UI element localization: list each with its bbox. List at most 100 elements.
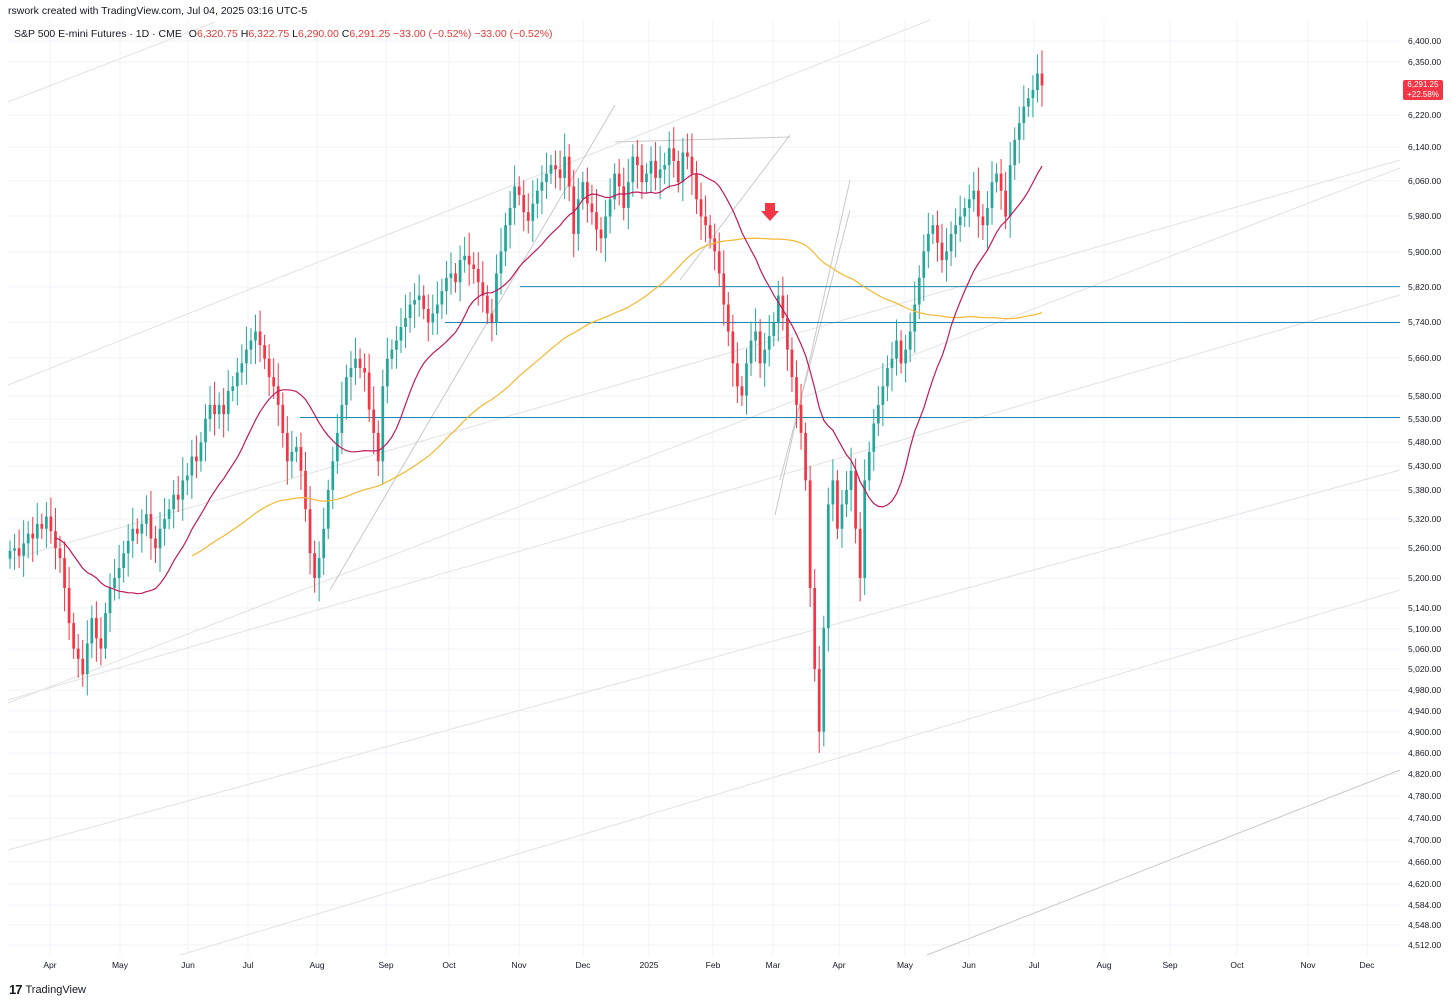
y-tick-label: 5,320.00	[1408, 514, 1441, 524]
candle-body-116	[536, 190, 539, 204]
candle-body-190	[872, 423, 876, 452]
candle-body-60	[281, 404, 285, 433]
candle-body-128	[590, 203, 594, 213]
candle-body-48	[226, 390, 230, 415]
x-tick-label: Nov	[1300, 960, 1316, 970]
candle-body-53	[249, 340, 253, 350]
candle-body-166	[763, 349, 767, 364]
candle-body-177	[813, 587, 817, 670]
candle-body-24	[117, 568, 121, 578]
x-tick-label: Sep	[378, 960, 393, 970]
candle-body-195	[895, 340, 898, 359]
y-tick-label: 5,100.00	[1408, 624, 1441, 634]
candle-body-111	[513, 186, 516, 208]
candle-body-160	[736, 363, 739, 387]
candle-body-82	[381, 386, 385, 462]
candle-body-17	[85, 643, 89, 675]
y-tick-label: 5,260.00	[1408, 543, 1441, 553]
channel-line-3	[7, 469, 1401, 851]
candle-body-198	[908, 331, 912, 350]
candle-body-83	[385, 358, 389, 387]
candle-body-223	[1022, 106, 1026, 124]
candle-body-11	[58, 548, 62, 559]
candle-body-45	[213, 404, 216, 415]
y-tick-label: 5,740.00	[1408, 317, 1441, 327]
candle-body-168	[772, 322, 776, 337]
candle-body-112	[517, 186, 521, 196]
candle-body-222	[1017, 123, 1021, 140]
close-value: 6,291.25	[349, 28, 391, 40]
candle-body-145	[667, 148, 671, 166]
x-tick-label: Dec	[1359, 960, 1375, 970]
channel-line-0	[7, 19, 931, 386]
y-tick-label: 5,020.00	[1408, 664, 1441, 674]
candle-body-20	[99, 638, 103, 649]
y-tick-label: 5,430.00	[1408, 461, 1441, 471]
candle-body-97	[449, 273, 453, 278]
candle-body-209	[958, 216, 962, 226]
candle-body-34	[163, 518, 166, 529]
candle-body-184	[845, 489, 848, 505]
y-tick-label: 4,620.00	[1408, 879, 1441, 889]
candle-body-93	[431, 313, 435, 323]
y-tick-label: 4,900.00	[1408, 727, 1441, 737]
candle-body-78	[363, 367, 366, 373]
candle-body-46	[217, 404, 221, 415]
candle-body-157	[722, 273, 726, 305]
candle-body-13	[67, 587, 71, 624]
open-value: 6,320.75	[196, 28, 238, 40]
x-tick-label: Jun	[962, 960, 976, 970]
candle-body-79	[367, 372, 371, 410]
candle-body-219	[1004, 190, 1007, 217]
channel-line-2	[7, 294, 1401, 701]
x-tick-label: Nov	[511, 960, 527, 970]
candle-body-131	[604, 216, 607, 239]
candle-body-186	[854, 470, 857, 529]
y-tick-label: 5,380.00	[1408, 485, 1441, 495]
y-tick-label: 5,480.00	[1408, 437, 1441, 447]
trendline-2	[679, 134, 791, 281]
candle-body-4	[26, 533, 30, 544]
candle-body-203	[931, 225, 935, 234]
candle-body-85	[395, 340, 398, 350]
y-tick-label: 6,060.00	[1408, 176, 1441, 186]
candle-body-47	[222, 404, 226, 415]
candle-body-96	[445, 277, 448, 292]
candle-body-150	[690, 156, 694, 174]
candle-body-207	[949, 233, 953, 252]
y-tick-label: 4,512.00	[1408, 940, 1441, 950]
y-tick-label: 4,980.00	[1408, 685, 1441, 695]
candle-body-154	[708, 225, 712, 239]
candle-body-115	[531, 203, 535, 221]
y-tick-label: 4,820.00	[1408, 769, 1441, 779]
candle-body-73	[340, 404, 344, 433]
instrument-name[interactable]: S&P 500 E-mini Futures · 1D · CME	[14, 28, 182, 40]
candle-body-193	[886, 367, 889, 387]
candle-body-197	[904, 349, 907, 364]
candle-body-98	[454, 273, 457, 283]
candle-body-164	[754, 331, 757, 341]
candle-body-39	[185, 475, 189, 481]
tradingview-brand[interactable]: 17 TradingView	[9, 982, 86, 997]
candle-body-176	[808, 480, 812, 588]
candle-body-169	[776, 295, 780, 323]
x-tick-label: Sep	[1162, 960, 1177, 970]
candle-body-120	[554, 165, 557, 170]
candle-body-122	[563, 156, 567, 178]
candle-body-182	[836, 480, 839, 529]
candle-body-153	[704, 216, 707, 226]
candle-body-59	[276, 386, 280, 405]
candle-body-129	[595, 212, 598, 230]
x-tick-label: May	[897, 960, 914, 970]
x-tick-label: May	[112, 960, 129, 970]
candle-body-158	[726, 304, 730, 332]
candle-body-173	[795, 377, 798, 405]
candle-body-38	[181, 480, 185, 500]
candle-body-104	[481, 282, 485, 296]
candle-body-99	[458, 260, 462, 283]
channel-line-5	[7, 21, 216, 103]
candle-body-6	[35, 523, 39, 539]
candle-body-100	[463, 255, 466, 261]
candle-body-103	[476, 268, 480, 283]
